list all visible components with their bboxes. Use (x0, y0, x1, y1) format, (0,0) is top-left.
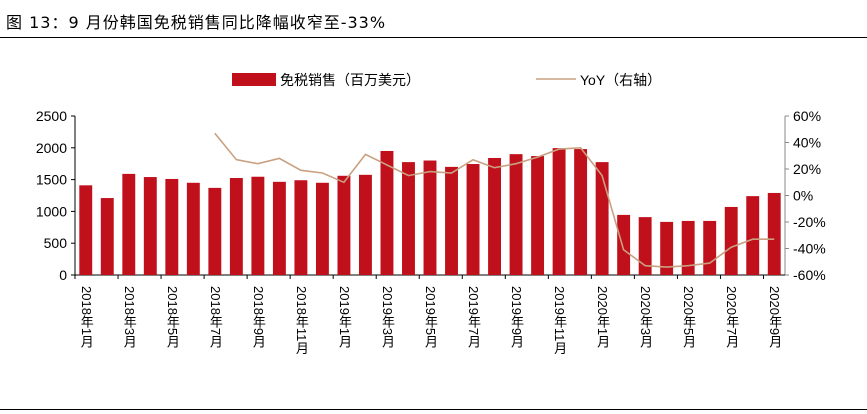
x-tick-label: 2019年5月 (423, 286, 438, 349)
left-tick-label: 2500 (36, 108, 67, 124)
bar-2018年9月 (251, 176, 265, 275)
x-tick-label: 2018年11月 (293, 286, 309, 355)
left-tick-label: 2000 (36, 140, 67, 156)
right-tick-label: 40% (793, 135, 821, 151)
x-tick-label: 2018年5月 (164, 286, 180, 349)
x-tick-label: 2020年9月 (767, 286, 783, 349)
bar-2020年6月 (703, 220, 717, 275)
x-tick-label: 2018年9月 (250, 286, 266, 349)
right-tick-label: -20% (793, 214, 826, 230)
x-tick-label: 2020年1月 (595, 286, 611, 349)
bar-2018年2月 (100, 198, 114, 275)
left-tick-label: 500 (44, 235, 68, 251)
right-tick-label: 0% (793, 188, 813, 204)
bar-2020年7月 (724, 206, 738, 275)
bar-2019年10月 (531, 156, 545, 275)
bar-2019年2月 (359, 174, 372, 275)
right-tick-label: 60% (793, 108, 821, 124)
bar-2018年3月 (122, 173, 136, 275)
bar-2018年12月 (315, 182, 329, 275)
right-tick-label: 20% (793, 161, 821, 177)
bar-2020年5月 (681, 220, 695, 275)
bar-2019年9月 (509, 154, 523, 275)
x-tick-label: 2018年1月 (78, 286, 94, 349)
left-tick-label: 1500 (36, 172, 67, 188)
x-tick-label: 2019年7月 (466, 286, 482, 349)
bar-2019年7月 (466, 164, 480, 275)
bar-2019年8月 (488, 157, 501, 275)
legend-line-label: YoY（右轴） (580, 72, 661, 88)
x-tick-label: 2019年9月 (509, 286, 525, 349)
x-tick-label: 2018年7月 (207, 286, 223, 349)
right-tick-label: -40% (793, 241, 826, 257)
bar-2020年1月 (595, 162, 609, 275)
x-tick-label: 2020年3月 (638, 286, 654, 349)
bar-2018年7月 (208, 187, 222, 275)
bar-2018年4月 (143, 177, 157, 275)
bar-2020年8月 (746, 196, 760, 275)
bar-2018年8月 (229, 178, 243, 275)
x-tick-label: 2020年7月 (724, 286, 740, 349)
bar-2018年1月 (79, 185, 93, 275)
bar-2020年3月 (638, 217, 652, 275)
x-tick-label: 2020年5月 (681, 286, 697, 349)
bar-2019年11月 (552, 148, 566, 275)
bar-2019年1月 (337, 175, 351, 275)
bar-2018年11月 (294, 180, 308, 275)
bar-2020年2月 (617, 214, 631, 275)
x-tick-label: 2019年11月 (552, 286, 568, 355)
bar-2018年5月 (165, 178, 179, 275)
bar-2019年4月 (402, 162, 415, 275)
chart-title: 图 13：9 月份韩国免税销售同比降幅收窄至-33% (6, 13, 387, 32)
bar-2019年3月 (380, 150, 394, 275)
x-tick-label: 2019年1月 (336, 286, 352, 349)
legend-bar-label: 免税销售（百万美元） (280, 72, 420, 88)
x-tick-label: 2018年3月 (121, 286, 137, 349)
bar-2019年12月 (574, 149, 588, 275)
bar-2018年6月 (186, 182, 200, 275)
left-tick-label: 0 (59, 267, 67, 283)
right-tick-label: -60% (793, 267, 826, 283)
x-tick-label: 2019年3月 (379, 286, 395, 349)
bar-2018年10月 (272, 181, 286, 275)
bar-2020年4月 (660, 221, 674, 275)
top-rule (0, 37, 867, 38)
bottom-rule (0, 409, 867, 410)
left-tick-label: 1000 (36, 203, 67, 219)
bar-2019年6月 (445, 166, 458, 275)
bar-2020年9月 (767, 192, 781, 275)
bar-2019年5月 (423, 160, 437, 275)
legend-bar-swatch (232, 73, 276, 86)
